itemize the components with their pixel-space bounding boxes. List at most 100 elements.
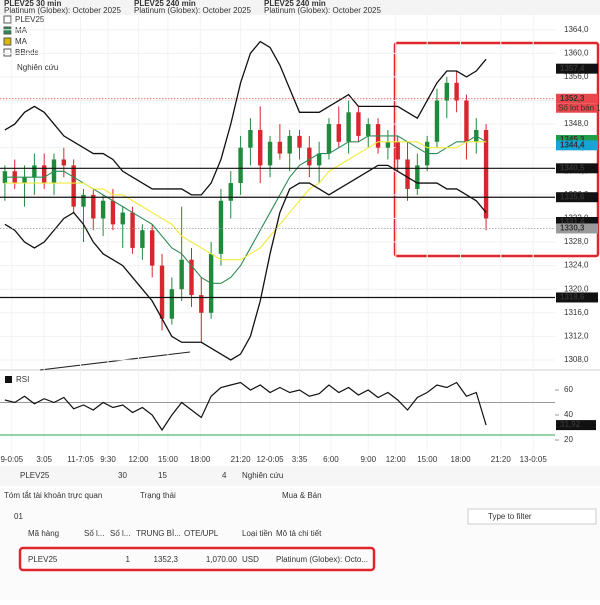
legend-label: PLEV25 xyxy=(15,15,45,24)
toolbar-item[interactable]: Nghiên cứu xyxy=(242,471,283,480)
y-tick-label: 1312,0 xyxy=(564,331,589,340)
price-tag-label: 1345,3 xyxy=(560,135,585,144)
price-tag xyxy=(556,192,598,203)
price-axis xyxy=(555,15,600,455)
x-tick-label: 12-0:05 xyxy=(256,455,284,464)
candle-body xyxy=(228,183,233,201)
toolbar xyxy=(0,466,600,486)
legend-label: MA xyxy=(15,37,28,46)
indicator-line xyxy=(4,40,487,196)
filter-placeholder: Type to filter xyxy=(488,512,532,521)
candle-body xyxy=(434,100,440,142)
tab-bar xyxy=(0,0,600,15)
candle-body xyxy=(346,112,351,142)
table-cell: 1 xyxy=(126,555,131,564)
candle-body xyxy=(248,129,253,148)
highlight-row xyxy=(18,546,376,572)
candle-body xyxy=(336,124,341,142)
price-tag-label: 1344,4 xyxy=(560,140,585,149)
table-cell: 1352,3 xyxy=(154,555,179,564)
price-tag xyxy=(556,163,598,174)
candle-body xyxy=(287,135,292,154)
table-header: Mã hàng xyxy=(28,529,59,538)
toolbar-item[interactable]: 4 xyxy=(222,471,227,480)
candle-body xyxy=(464,100,469,142)
legend-swatch xyxy=(3,48,12,57)
x-tick-label: 6:00 xyxy=(323,455,339,464)
x-tick-label: 11-7:05 xyxy=(67,455,94,464)
filter-box[interactable] xyxy=(467,508,597,525)
x-tick-label: 21:20 xyxy=(491,455,512,464)
table-cell: 1,070.00 xyxy=(206,555,238,564)
toolbar-item[interactable]: 15 xyxy=(158,471,167,480)
trend-line xyxy=(39,351,191,371)
rsi-label: RSI xyxy=(16,375,29,384)
order-tag-label: Số lot bán 1 xyxy=(558,103,600,112)
candle-body xyxy=(405,159,410,189)
candle-body xyxy=(385,141,391,148)
table-header: Số l... xyxy=(110,529,130,538)
candle-body xyxy=(366,124,371,136)
price-tag xyxy=(556,140,598,151)
candle-body xyxy=(307,147,312,166)
tab-subtitle: Platinum (Globex): October 2025 xyxy=(4,6,121,15)
table-cell: PLEV25 xyxy=(28,555,58,564)
table-cell: Platinum (Globex): Octo... xyxy=(276,555,368,564)
candle-body xyxy=(179,259,184,290)
tab-subtitle: Platinum (Globex): October 2025 xyxy=(264,6,381,15)
candle-body xyxy=(100,200,106,219)
x-tick-label: 18:00 xyxy=(190,455,211,464)
price-tag xyxy=(556,135,598,146)
toolbar-item[interactable]: PLEV25 xyxy=(20,471,50,480)
candle-body xyxy=(267,141,273,166)
candle-body xyxy=(120,212,125,225)
legend-label: BBnds xyxy=(15,48,39,57)
x-tick-label: 15:00 xyxy=(417,455,438,464)
y-tick-label: 1316,0 xyxy=(564,308,589,317)
panel-tab: Tóm tắt tài khoản trực quan xyxy=(4,491,102,500)
rsi-tag-label: 31,92 xyxy=(560,420,581,429)
candle-body xyxy=(150,230,155,266)
y-tick-label: 1348,0 xyxy=(564,119,589,128)
candle-body xyxy=(91,194,96,219)
candle-body xyxy=(22,177,27,184)
price-tag-label: 1330,3 xyxy=(560,224,585,233)
candle-body xyxy=(110,200,116,225)
candle-body xyxy=(326,124,332,154)
toolbar-item[interactable]: 30 xyxy=(118,471,127,480)
candle-body xyxy=(454,82,459,101)
x-tick-label: 3:35 xyxy=(292,455,308,464)
tab-title: PLEV25 240 min xyxy=(134,0,196,8)
price-tag xyxy=(556,292,598,303)
table-header: TRUNG BÌ... xyxy=(136,529,181,538)
tab-title: PLEV25 30 min xyxy=(4,0,61,8)
candle-body xyxy=(297,135,302,148)
table-header: Loại tiền xyxy=(242,529,272,538)
table-header: Số l... xyxy=(84,529,104,538)
rsi-legend-box xyxy=(5,376,12,383)
price-tag xyxy=(556,93,598,104)
table-header: OTE/UPL xyxy=(184,529,219,538)
price-tag xyxy=(556,63,598,74)
bottom-panel xyxy=(0,488,600,600)
price-tag xyxy=(556,223,598,234)
price-tag-label: 1335,6 xyxy=(560,192,585,201)
price-tag xyxy=(556,216,598,227)
rsi-tick-label: 60 xyxy=(564,385,573,394)
table-header: Mô tả chi tiết xyxy=(276,529,322,538)
price-tag-label: 1352,3 xyxy=(560,94,585,103)
y-tick-label: 1308,0 xyxy=(564,355,589,364)
x-tick-label: 3:05 xyxy=(36,455,52,464)
candle-body xyxy=(356,112,361,136)
rsi-tick-label: 40 xyxy=(564,410,573,419)
indicator-line xyxy=(4,141,487,261)
x-tick-label: 12:00 xyxy=(386,455,407,464)
x-tick-label: 21:20 xyxy=(231,455,252,464)
rsi-line xyxy=(4,381,487,432)
account-id: 01 xyxy=(14,512,23,521)
rsi-tag xyxy=(556,420,596,431)
x-tick-label: 15:00 xyxy=(158,455,179,464)
indicator-line xyxy=(4,164,487,361)
x-tick-label: 13-0:05 xyxy=(520,455,548,464)
